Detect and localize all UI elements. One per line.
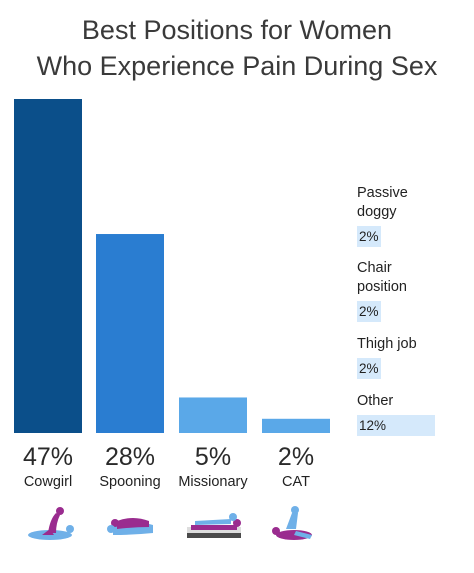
bar-value-label: 28% [105, 443, 155, 471]
bar-value-label: 5% [195, 443, 231, 471]
cat-position-icon [272, 506, 312, 540]
bar-cat [262, 418, 330, 433]
side-item-thigh-job: Thigh job 2% [357, 335, 417, 379]
category-label: Cowgirl [24, 474, 72, 490]
side-item-label: Thigh job [357, 336, 417, 352]
bar-value-label: 47% [23, 443, 73, 471]
spooning-position-icon [107, 518, 153, 535]
side-item-other: Other 12% [357, 392, 435, 436]
side-item-chair-position: Chair position 2% [357, 259, 427, 322]
bar-cowgirl [14, 99, 82, 433]
bar-missionary [179, 397, 247, 433]
cowgirl-position-icon [28, 507, 74, 540]
category-label: Missionary [178, 474, 248, 490]
side-item-value: 2% [357, 226, 381, 247]
chart-title-line-2: Who Experience Pain During Sex [36, 51, 438, 81]
bar-spooning [96, 234, 164, 433]
side-item-label: Chair position [357, 260, 407, 295]
side-item-value: 2% [357, 301, 381, 322]
bar-value-label: 2% [278, 443, 314, 471]
side-item-value: 12% [357, 415, 435, 436]
side-item-passive-doggy: Passive doggy 2% [357, 184, 427, 247]
side-item-value: 2% [357, 358, 381, 379]
chart-title: Best Positions for Women Who Experience … [0, 12, 474, 84]
category-label: CAT [282, 474, 310, 490]
side-item-label: Passive doggy [357, 185, 408, 220]
category-label: Spooning [99, 474, 160, 490]
chart-title-line-1: Best Positions for Women [81, 15, 393, 45]
side-item-label: Other [357, 393, 394, 409]
missionary-position-icon [187, 513, 241, 538]
bar-chart: 47% Cowgirl 28% Spooning 5% Missionary 2% CAT [14, 99, 330, 490]
